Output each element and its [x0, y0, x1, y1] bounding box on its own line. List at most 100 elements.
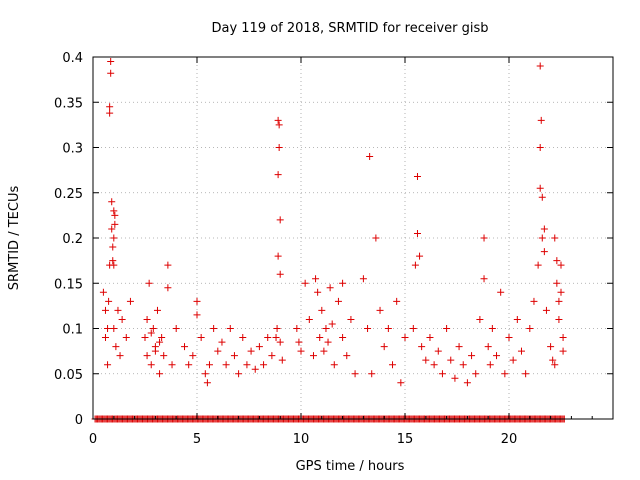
data-point — [540, 248, 548, 256]
data-point — [384, 325, 392, 332]
data-point — [118, 315, 126, 323]
data-point — [347, 315, 355, 323]
data-point — [368, 370, 376, 378]
x-tick-label: 5 — [193, 432, 201, 447]
data-point — [422, 356, 430, 364]
data-point — [276, 338, 284, 346]
data-point — [268, 352, 276, 360]
grid-lines — [93, 57, 613, 419]
y-tick-label: 0.4 — [62, 51, 83, 66]
data-point — [484, 343, 492, 351]
data-points — [91, 58, 568, 423]
data-point — [397, 379, 405, 387]
data-point — [255, 343, 263, 351]
axes — [92, 56, 614, 420]
data-point — [401, 334, 409, 342]
data-point — [472, 370, 480, 378]
x-tick-label: 15 — [397, 432, 414, 447]
data-point — [158, 334, 166, 342]
data-point — [522, 370, 530, 378]
y-tick-label: 0.25 — [54, 187, 83, 202]
data-point — [205, 361, 213, 369]
data-point — [339, 279, 347, 287]
data-point — [108, 198, 116, 206]
data-point — [218, 338, 226, 346]
data-point — [181, 343, 189, 351]
data-point — [274, 116, 282, 124]
data-point — [110, 234, 118, 242]
data-point — [156, 370, 164, 378]
data-point — [328, 320, 336, 328]
data-point — [557, 288, 565, 296]
data-point — [108, 225, 116, 233]
data-point — [106, 109, 114, 117]
x-tick-label: 0 — [89, 432, 97, 447]
data-point — [247, 347, 255, 355]
data-point — [185, 361, 193, 369]
x-axis-label: GPS time / hours — [296, 459, 405, 474]
data-point — [339, 334, 347, 342]
data-point — [501, 370, 509, 378]
data-point — [114, 306, 122, 314]
data-point — [110, 207, 118, 215]
x-tick-label: 10 — [293, 432, 310, 447]
data-point — [193, 311, 201, 319]
data-point — [301, 279, 309, 287]
data-point — [314, 288, 322, 296]
data-point — [189, 352, 197, 360]
data-point — [459, 361, 467, 369]
data-point — [376, 306, 384, 314]
data-point — [540, 225, 548, 233]
data-point — [101, 334, 109, 342]
data-point — [122, 334, 130, 342]
data-point — [538, 234, 546, 242]
data-point — [534, 261, 542, 269]
data-point — [164, 284, 172, 292]
data-point — [111, 220, 119, 228]
chart-title: Day 119 of 2018, SRMTID for receiver gis… — [211, 21, 488, 36]
data-point — [526, 325, 534, 332]
data-point — [513, 315, 521, 323]
data-point — [555, 315, 563, 323]
data-point — [409, 325, 417, 332]
data-point — [364, 325, 372, 332]
data-point — [276, 216, 284, 224]
y-tick-labels: 0 0.05 0.1 0.15 0.2 0.25 0.3 0.35 0.4 — [54, 51, 83, 428]
data-point — [149, 325, 157, 332]
data-point — [168, 361, 176, 369]
data-point — [389, 361, 397, 369]
data-point — [275, 144, 283, 151]
data-point — [517, 347, 525, 355]
data-point — [145, 279, 153, 287]
data-point — [147, 329, 155, 337]
data-point — [274, 171, 282, 179]
data-point — [547, 343, 555, 351]
y-tick-label: 0.2 — [62, 232, 83, 247]
data-point — [278, 356, 286, 364]
data-point — [393, 297, 401, 305]
data-point — [480, 275, 488, 283]
data-point — [156, 338, 164, 346]
data-point — [493, 352, 501, 360]
data-point — [214, 347, 222, 355]
data-point — [110, 261, 118, 269]
data-point — [197, 334, 205, 342]
data-point — [505, 334, 513, 342]
data-point — [273, 325, 281, 332]
data-point — [316, 334, 324, 342]
data-point — [551, 234, 559, 242]
data-point — [366, 153, 374, 161]
data-point — [418, 343, 426, 351]
data-point — [536, 144, 544, 151]
data-point — [276, 270, 284, 278]
data-point — [553, 279, 561, 287]
data-point — [101, 306, 109, 314]
data-point — [239, 334, 247, 342]
data-point — [455, 343, 463, 351]
data-point — [107, 69, 115, 77]
data-point — [343, 352, 351, 360]
data-point — [235, 370, 243, 378]
data-point — [243, 361, 251, 369]
data-point — [153, 306, 161, 314]
data-point — [351, 370, 359, 378]
